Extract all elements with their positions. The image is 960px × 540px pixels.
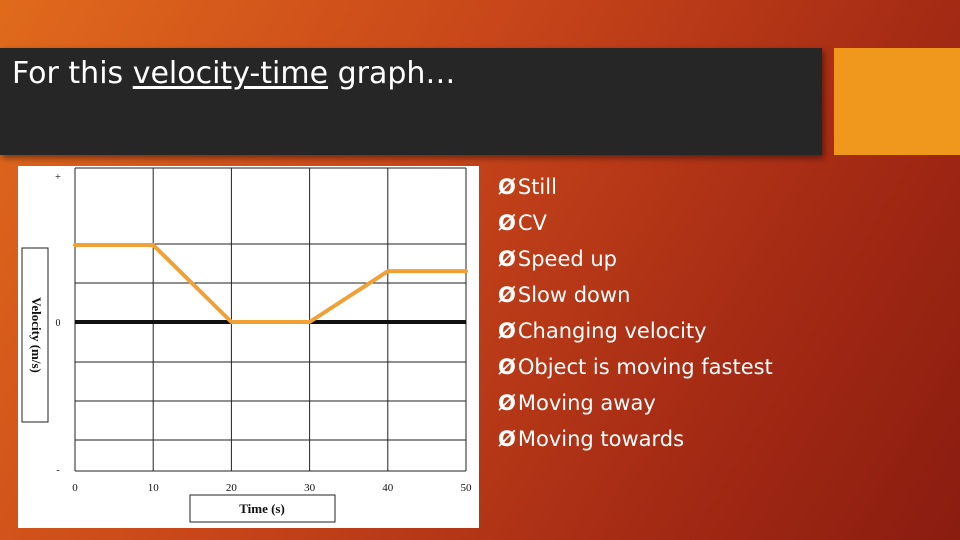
y-axis-label: Velocity (m/s) xyxy=(29,297,44,373)
x-tick-label: 30 xyxy=(304,482,316,494)
x-tick-label: 40 xyxy=(382,482,394,494)
bullet-text: Still xyxy=(517,175,557,199)
y-tick-label: 0 xyxy=(56,318,61,329)
bullet-item: ØSlow down xyxy=(498,280,773,316)
bullet-arrow-icon: Ø xyxy=(498,283,516,307)
x-tick-label: 0 xyxy=(72,482,78,494)
x-axis-label-box xyxy=(189,494,336,523)
x-tick-label: 20 xyxy=(226,482,238,494)
accent-box xyxy=(834,48,960,155)
bullet-arrow-icon: Ø xyxy=(498,175,516,199)
bullet-text: Speed up xyxy=(517,247,618,271)
bullet-item: ØObject is moving fastest xyxy=(498,352,773,388)
bullet-item: ØStill xyxy=(498,172,773,208)
bullet-text: Moving away xyxy=(517,391,656,415)
bullet-text: Moving towards xyxy=(517,427,685,451)
data-point xyxy=(73,243,77,247)
velocity-series-line xyxy=(73,243,468,324)
bullet-arrow-icon: Ø xyxy=(498,427,516,451)
velocity-time-graph: 0 10 20 30 40 50 +0 - Velocity (m/s) Time (s) xyxy=(18,166,479,528)
bullet-text: Changing velocity xyxy=(517,319,707,343)
bullet-arrow-icon: Ø xyxy=(498,211,516,235)
x-tick-label: 50 xyxy=(461,482,473,494)
x-tick-label: 10 xyxy=(148,482,160,494)
chart-svg: 0 10 20 30 40 50 +0 - Velocity (m/s) Time (s) xyxy=(21,167,473,523)
bullet-arrow-icon: Ø xyxy=(498,355,516,379)
bullet-arrow-icon: Ø xyxy=(498,391,516,415)
bullet-arrow-icon: Ø xyxy=(498,319,516,343)
x-axis-label: Time (s) xyxy=(239,501,285,516)
title-suffix: graph… xyxy=(328,56,456,91)
bullet-arrow-icon: Ø xyxy=(498,247,516,271)
bullet-text: Object is moving fastest xyxy=(517,355,773,379)
title-prefix: For this xyxy=(12,56,133,91)
bullet-item: ØMoving away xyxy=(498,388,773,424)
y-tick-label: - xyxy=(56,465,59,476)
data-point xyxy=(308,320,312,324)
data-point xyxy=(386,269,390,273)
bullet-item: ØCV xyxy=(498,208,773,244)
data-point xyxy=(151,243,155,247)
bullet-item: ØChanging velocity xyxy=(498,316,773,352)
slide-title: For this velocity-time graph… xyxy=(12,56,455,91)
bullet-list: ØStill ØCV ØSpeed up ØSlow down ØChanging ve… xyxy=(498,172,773,460)
bullet-item: ØMoving towards xyxy=(498,424,773,460)
bullet-item: ØSpeed up xyxy=(498,244,773,280)
y-tick-label: + xyxy=(55,172,61,183)
data-point xyxy=(464,269,468,273)
bullet-text: Slow down xyxy=(517,283,631,307)
title-underlined: velocity-time xyxy=(132,56,329,91)
y-axis-label-box xyxy=(21,247,49,423)
title-bar: For this velocity-time graph… xyxy=(0,48,822,155)
data-point xyxy=(229,320,233,324)
bullet-text: CV xyxy=(517,211,547,235)
